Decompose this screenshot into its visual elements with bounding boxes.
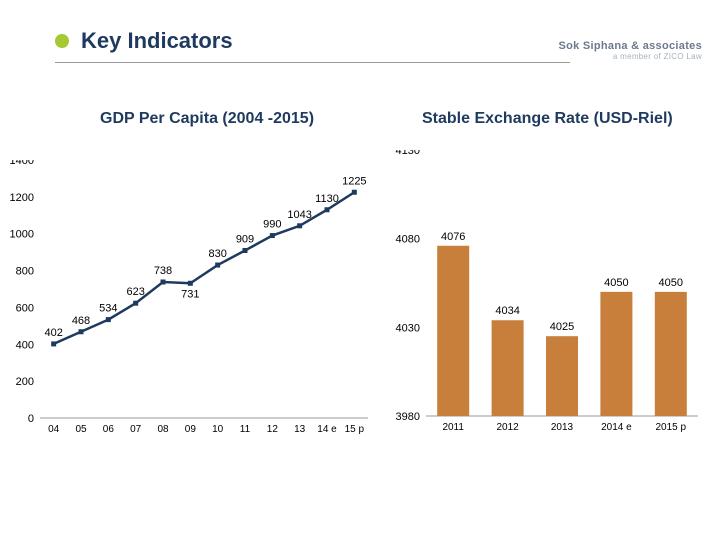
svg-text:200: 200: [16, 376, 34, 388]
svg-text:468: 468: [72, 315, 90, 327]
line-chart-svg: 0 200 400 600 800 1000 1200 1400 402 468 534 623 738…: [0, 160, 374, 440]
svg-text:3980: 3980: [396, 411, 420, 423]
right-chart-title: Stable Exchange Rate (USD-Riel): [422, 110, 673, 128]
bar-chart: 3980 4030 4080 4130 4076 4034 4025 4050 4050 2011…: [392, 150, 702, 440]
svg-text:08: 08: [157, 424, 169, 435]
svg-text:990: 990: [263, 219, 281, 231]
svg-text:4080: 4080: [396, 234, 420, 246]
svg-text:4034: 4034: [495, 305, 519, 317]
svg-text:400: 400: [16, 339, 34, 351]
svg-text:4025: 4025: [550, 321, 574, 333]
svg-text:0: 0: [28, 413, 34, 425]
svg-text:2012: 2012: [496, 422, 519, 433]
svg-text:600: 600: [16, 302, 34, 314]
svg-text:2015 p: 2015 p: [656, 422, 687, 433]
svg-text:2013: 2013: [551, 422, 574, 433]
svg-text:1400: 1400: [10, 160, 34, 167]
svg-text:1225: 1225: [342, 175, 366, 187]
bullet-icon: [55, 34, 69, 48]
left-chart-title: GDP Per Capita (2004 -2015): [100, 110, 314, 128]
svg-text:4050: 4050: [659, 277, 683, 289]
svg-text:800: 800: [16, 266, 34, 278]
svg-text:1043: 1043: [287, 209, 311, 221]
svg-text:11: 11: [240, 424, 251, 435]
line-chart: 0 200 400 600 800 1000 1200 1400 402 468 534 623 738…: [0, 160, 374, 440]
brand-text: Sok Siphana & associates a member of ZIC…: [558, 40, 702, 61]
svg-text:4030: 4030: [396, 322, 420, 334]
svg-text:06: 06: [103, 424, 115, 435]
svg-text:4076: 4076: [441, 231, 465, 243]
page-title: Key Indicators: [81, 28, 233, 54]
svg-text:13: 13: [294, 424, 306, 435]
svg-text:830: 830: [208, 248, 226, 260]
svg-text:402: 402: [44, 327, 62, 339]
svg-text:12: 12: [267, 424, 279, 435]
svg-text:4050: 4050: [604, 277, 628, 289]
svg-text:1200: 1200: [10, 192, 34, 204]
svg-text:1000: 1000: [10, 229, 34, 241]
svg-text:05: 05: [75, 424, 87, 435]
bar-chart-svg: 3980 4030 4080 4130 4076 4034 4025 4050 4050 2011…: [392, 150, 702, 440]
divider: [55, 62, 570, 63]
svg-text:1130: 1130: [315, 193, 339, 205]
svg-text:15 p: 15 p: [345, 424, 365, 435]
svg-text:04: 04: [48, 424, 60, 435]
svg-text:07: 07: [130, 424, 142, 435]
svg-text:623: 623: [126, 286, 144, 298]
svg-text:534: 534: [99, 303, 117, 315]
svg-text:10: 10: [212, 424, 224, 435]
svg-text:2011: 2011: [442, 422, 464, 433]
svg-text:2014 e: 2014 e: [601, 422, 632, 433]
svg-text:4130: 4130: [396, 150, 420, 157]
svg-text:738: 738: [154, 265, 172, 277]
svg-text:909: 909: [236, 233, 254, 245]
svg-text:731: 731: [181, 288, 199, 300]
svg-text:09: 09: [185, 424, 197, 435]
svg-text:14 e: 14 e: [317, 424, 337, 435]
